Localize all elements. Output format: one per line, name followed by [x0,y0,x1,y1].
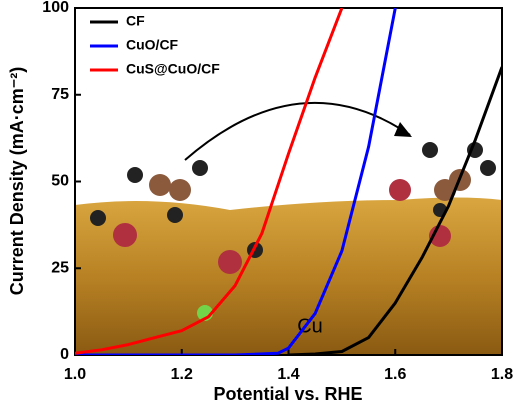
x-tick-label: 1.2 [171,366,193,383]
x-tick-label: 1.4 [277,366,299,383]
illustration [75,101,502,355]
series-line [75,8,344,355]
series-line [288,66,502,355]
y-tick-label: 75 [51,86,69,103]
legend-label: CF [126,13,145,29]
series-line [75,8,397,355]
x-tick-label: 1.6 [384,366,406,383]
arrow [184,101,411,161]
x-tick-label: 1.8 [491,366,513,383]
y-axis-title: Current Density (mA·cm⁻²) [7,67,27,296]
legend-label: CuO/CF [126,37,179,53]
y-tick-label: 0 [60,346,69,363]
y-tick-label: 50 [51,173,69,190]
arrow-head [394,122,412,137]
copper-surface [75,197,502,355]
x-tick-label: 1.0 [64,366,86,383]
legend-label: CuS@CuO/CF [126,61,220,77]
x-axis-title: Potential vs. RHE [213,384,362,404]
plot-lines [75,8,502,355]
y-tick-label: 25 [51,259,69,276]
y-tick-label: 100 [42,0,69,16]
annotation: Cu [297,315,323,337]
